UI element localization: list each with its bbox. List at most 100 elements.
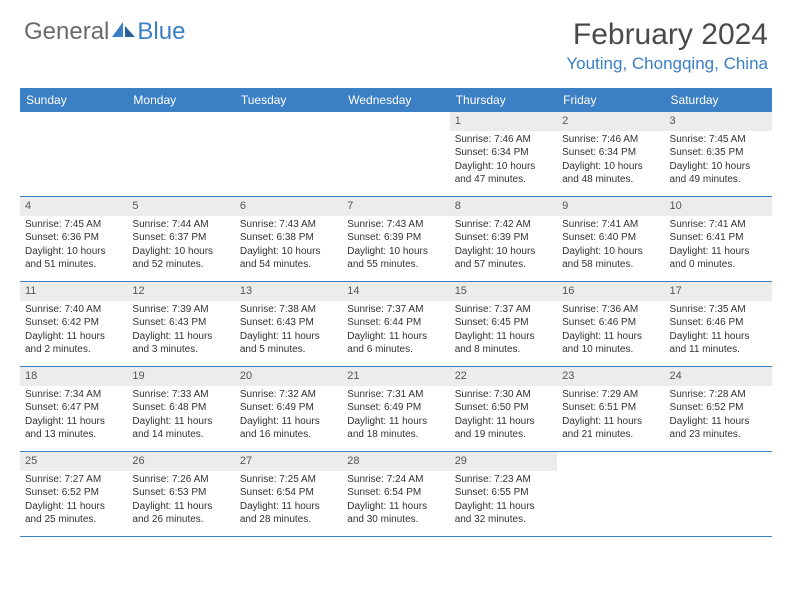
- day-number: 14: [342, 282, 449, 301]
- day-number: 17: [665, 282, 772, 301]
- day-daylight1: Daylight: 10 hours: [562, 160, 659, 174]
- day-daylight2: and 23 minutes.: [670, 428, 767, 442]
- weekday-header: Saturday: [665, 88, 772, 112]
- calendar-day-cell: 18Sunrise: 7:34 AMSunset: 6:47 PMDayligh…: [20, 367, 127, 451]
- calendar-day-cell: 10Sunrise: 7:41 AMSunset: 6:41 PMDayligh…: [665, 197, 772, 281]
- day-sunrise: Sunrise: 7:24 AM: [347, 473, 444, 487]
- calendar-day-cell: 8Sunrise: 7:42 AMSunset: 6:39 PMDaylight…: [450, 197, 557, 281]
- day-number: 23: [557, 367, 664, 386]
- calendar-week-row: 4Sunrise: 7:45 AMSunset: 6:36 PMDaylight…: [20, 197, 772, 282]
- calendar-day-cell: 2Sunrise: 7:46 AMSunset: 6:34 PMDaylight…: [557, 112, 664, 196]
- day-sunrise: Sunrise: 7:34 AM: [25, 388, 122, 402]
- day-number: 25: [20, 452, 127, 471]
- day-details: Sunrise: 7:28 AMSunset: 6:52 PMDaylight:…: [665, 386, 772, 446]
- day-daylight2: and 58 minutes.: [562, 258, 659, 272]
- brand-part1: General: [24, 18, 109, 46]
- day-sunset: Sunset: 6:37 PM: [132, 231, 229, 245]
- day-number: 4: [20, 197, 127, 216]
- day-daylight1: Daylight: 11 hours: [670, 415, 767, 429]
- day-number: 13: [235, 282, 342, 301]
- day-daylight2: and 3 minutes.: [132, 343, 229, 357]
- day-sunrise: Sunrise: 7:32 AM: [240, 388, 337, 402]
- day-number: 9: [557, 197, 664, 216]
- day-details: Sunrise: 7:44 AMSunset: 6:37 PMDaylight:…: [127, 216, 234, 276]
- day-sunrise: Sunrise: 7:41 AM: [562, 218, 659, 232]
- calendar-grid: SundayMondayTuesdayWednesdayThursdayFrid…: [20, 88, 772, 537]
- day-daylight1: Daylight: 10 hours: [670, 160, 767, 174]
- day-sunrise: Sunrise: 7:42 AM: [455, 218, 552, 232]
- day-details: Sunrise: 7:41 AMSunset: 6:41 PMDaylight:…: [665, 216, 772, 276]
- day-sunset: Sunset: 6:54 PM: [347, 486, 444, 500]
- day-number: 11: [20, 282, 127, 301]
- day-daylight2: and 16 minutes.: [240, 428, 337, 442]
- calendar-day-cell: [665, 452, 772, 536]
- day-number: 26: [127, 452, 234, 471]
- day-daylight2: and 2 minutes.: [25, 343, 122, 357]
- calendar-day-cell: 13Sunrise: 7:38 AMSunset: 6:43 PMDayligh…: [235, 282, 342, 366]
- day-daylight1: Daylight: 10 hours: [132, 245, 229, 259]
- calendar-day-cell: 5Sunrise: 7:44 AMSunset: 6:37 PMDaylight…: [127, 197, 234, 281]
- day-number: 12: [127, 282, 234, 301]
- day-sunrise: Sunrise: 7:39 AM: [132, 303, 229, 317]
- location-subtitle: Youting, Chongqing, China: [566, 54, 768, 74]
- day-sunrise: Sunrise: 7:46 AM: [562, 133, 659, 147]
- calendar-day-cell: 19Sunrise: 7:33 AMSunset: 6:48 PMDayligh…: [127, 367, 234, 451]
- calendar-day-cell: 14Sunrise: 7:37 AMSunset: 6:44 PMDayligh…: [342, 282, 449, 366]
- day-details: Sunrise: 7:34 AMSunset: 6:47 PMDaylight:…: [20, 386, 127, 446]
- day-daylight2: and 6 minutes.: [347, 343, 444, 357]
- day-daylight2: and 19 minutes.: [455, 428, 552, 442]
- day-daylight2: and 0 minutes.: [670, 258, 767, 272]
- day-details: Sunrise: 7:36 AMSunset: 6:46 PMDaylight:…: [557, 301, 664, 361]
- day-sunrise: Sunrise: 7:31 AM: [347, 388, 444, 402]
- calendar-day-cell: 1Sunrise: 7:46 AMSunset: 6:34 PMDaylight…: [450, 112, 557, 196]
- calendar-day-cell: 22Sunrise: 7:30 AMSunset: 6:50 PMDayligh…: [450, 367, 557, 451]
- calendar-body: 1Sunrise: 7:46 AMSunset: 6:34 PMDaylight…: [20, 112, 772, 537]
- day-daylight2: and 18 minutes.: [347, 428, 444, 442]
- day-sunset: Sunset: 6:40 PM: [562, 231, 659, 245]
- day-sunset: Sunset: 6:48 PM: [132, 401, 229, 415]
- day-sunset: Sunset: 6:54 PM: [240, 486, 337, 500]
- day-details: Sunrise: 7:41 AMSunset: 6:40 PMDaylight:…: [557, 216, 664, 276]
- brand-logo: General Blue: [24, 18, 185, 46]
- day-details: Sunrise: 7:24 AMSunset: 6:54 PMDaylight:…: [342, 471, 449, 531]
- day-sunset: Sunset: 6:34 PM: [562, 146, 659, 160]
- day-daylight2: and 32 minutes.: [455, 513, 552, 527]
- calendar-day-cell: 7Sunrise: 7:43 AMSunset: 6:39 PMDaylight…: [342, 197, 449, 281]
- day-daylight1: Daylight: 11 hours: [240, 500, 337, 514]
- day-daylight2: and 10 minutes.: [562, 343, 659, 357]
- calendar-week-row: 11Sunrise: 7:40 AMSunset: 6:42 PMDayligh…: [20, 282, 772, 367]
- day-sunrise: Sunrise: 7:35 AM: [670, 303, 767, 317]
- month-title: February 2024: [566, 18, 768, 52]
- day-details: Sunrise: 7:39 AMSunset: 6:43 PMDaylight:…: [127, 301, 234, 361]
- day-sunset: Sunset: 6:47 PM: [25, 401, 122, 415]
- day-daylight1: Daylight: 11 hours: [455, 500, 552, 514]
- day-details: Sunrise: 7:35 AMSunset: 6:46 PMDaylight:…: [665, 301, 772, 361]
- day-sunrise: Sunrise: 7:44 AM: [132, 218, 229, 232]
- day-number: 20: [235, 367, 342, 386]
- day-sunset: Sunset: 6:39 PM: [347, 231, 444, 245]
- day-daylight1: Daylight: 11 hours: [25, 330, 122, 344]
- day-daylight1: Daylight: 11 hours: [562, 415, 659, 429]
- day-details: Sunrise: 7:25 AMSunset: 6:54 PMDaylight:…: [235, 471, 342, 531]
- calendar-day-cell: [557, 452, 664, 536]
- calendar-week-row: 25Sunrise: 7:27 AMSunset: 6:52 PMDayligh…: [20, 452, 772, 537]
- day-daylight1: Daylight: 11 hours: [347, 500, 444, 514]
- day-daylight2: and 30 minutes.: [347, 513, 444, 527]
- day-daylight1: Daylight: 11 hours: [240, 330, 337, 344]
- day-daylight2: and 5 minutes.: [240, 343, 337, 357]
- calendar-day-cell: 17Sunrise: 7:35 AMSunset: 6:46 PMDayligh…: [665, 282, 772, 366]
- day-sunset: Sunset: 6:44 PM: [347, 316, 444, 330]
- day-sunset: Sunset: 6:46 PM: [670, 316, 767, 330]
- day-details: Sunrise: 7:40 AMSunset: 6:42 PMDaylight:…: [20, 301, 127, 361]
- day-sunset: Sunset: 6:52 PM: [670, 401, 767, 415]
- day-daylight2: and 25 minutes.: [25, 513, 122, 527]
- day-daylight2: and 47 minutes.: [455, 173, 552, 187]
- day-details: Sunrise: 7:23 AMSunset: 6:55 PMDaylight:…: [450, 471, 557, 531]
- calendar-week-row: 18Sunrise: 7:34 AMSunset: 6:47 PMDayligh…: [20, 367, 772, 452]
- day-sunset: Sunset: 6:49 PM: [240, 401, 337, 415]
- calendar-day-cell: 15Sunrise: 7:37 AMSunset: 6:45 PMDayligh…: [450, 282, 557, 366]
- day-sunrise: Sunrise: 7:40 AM: [25, 303, 122, 317]
- day-sunset: Sunset: 6:46 PM: [562, 316, 659, 330]
- day-number: 5: [127, 197, 234, 216]
- day-sunset: Sunset: 6:52 PM: [25, 486, 122, 500]
